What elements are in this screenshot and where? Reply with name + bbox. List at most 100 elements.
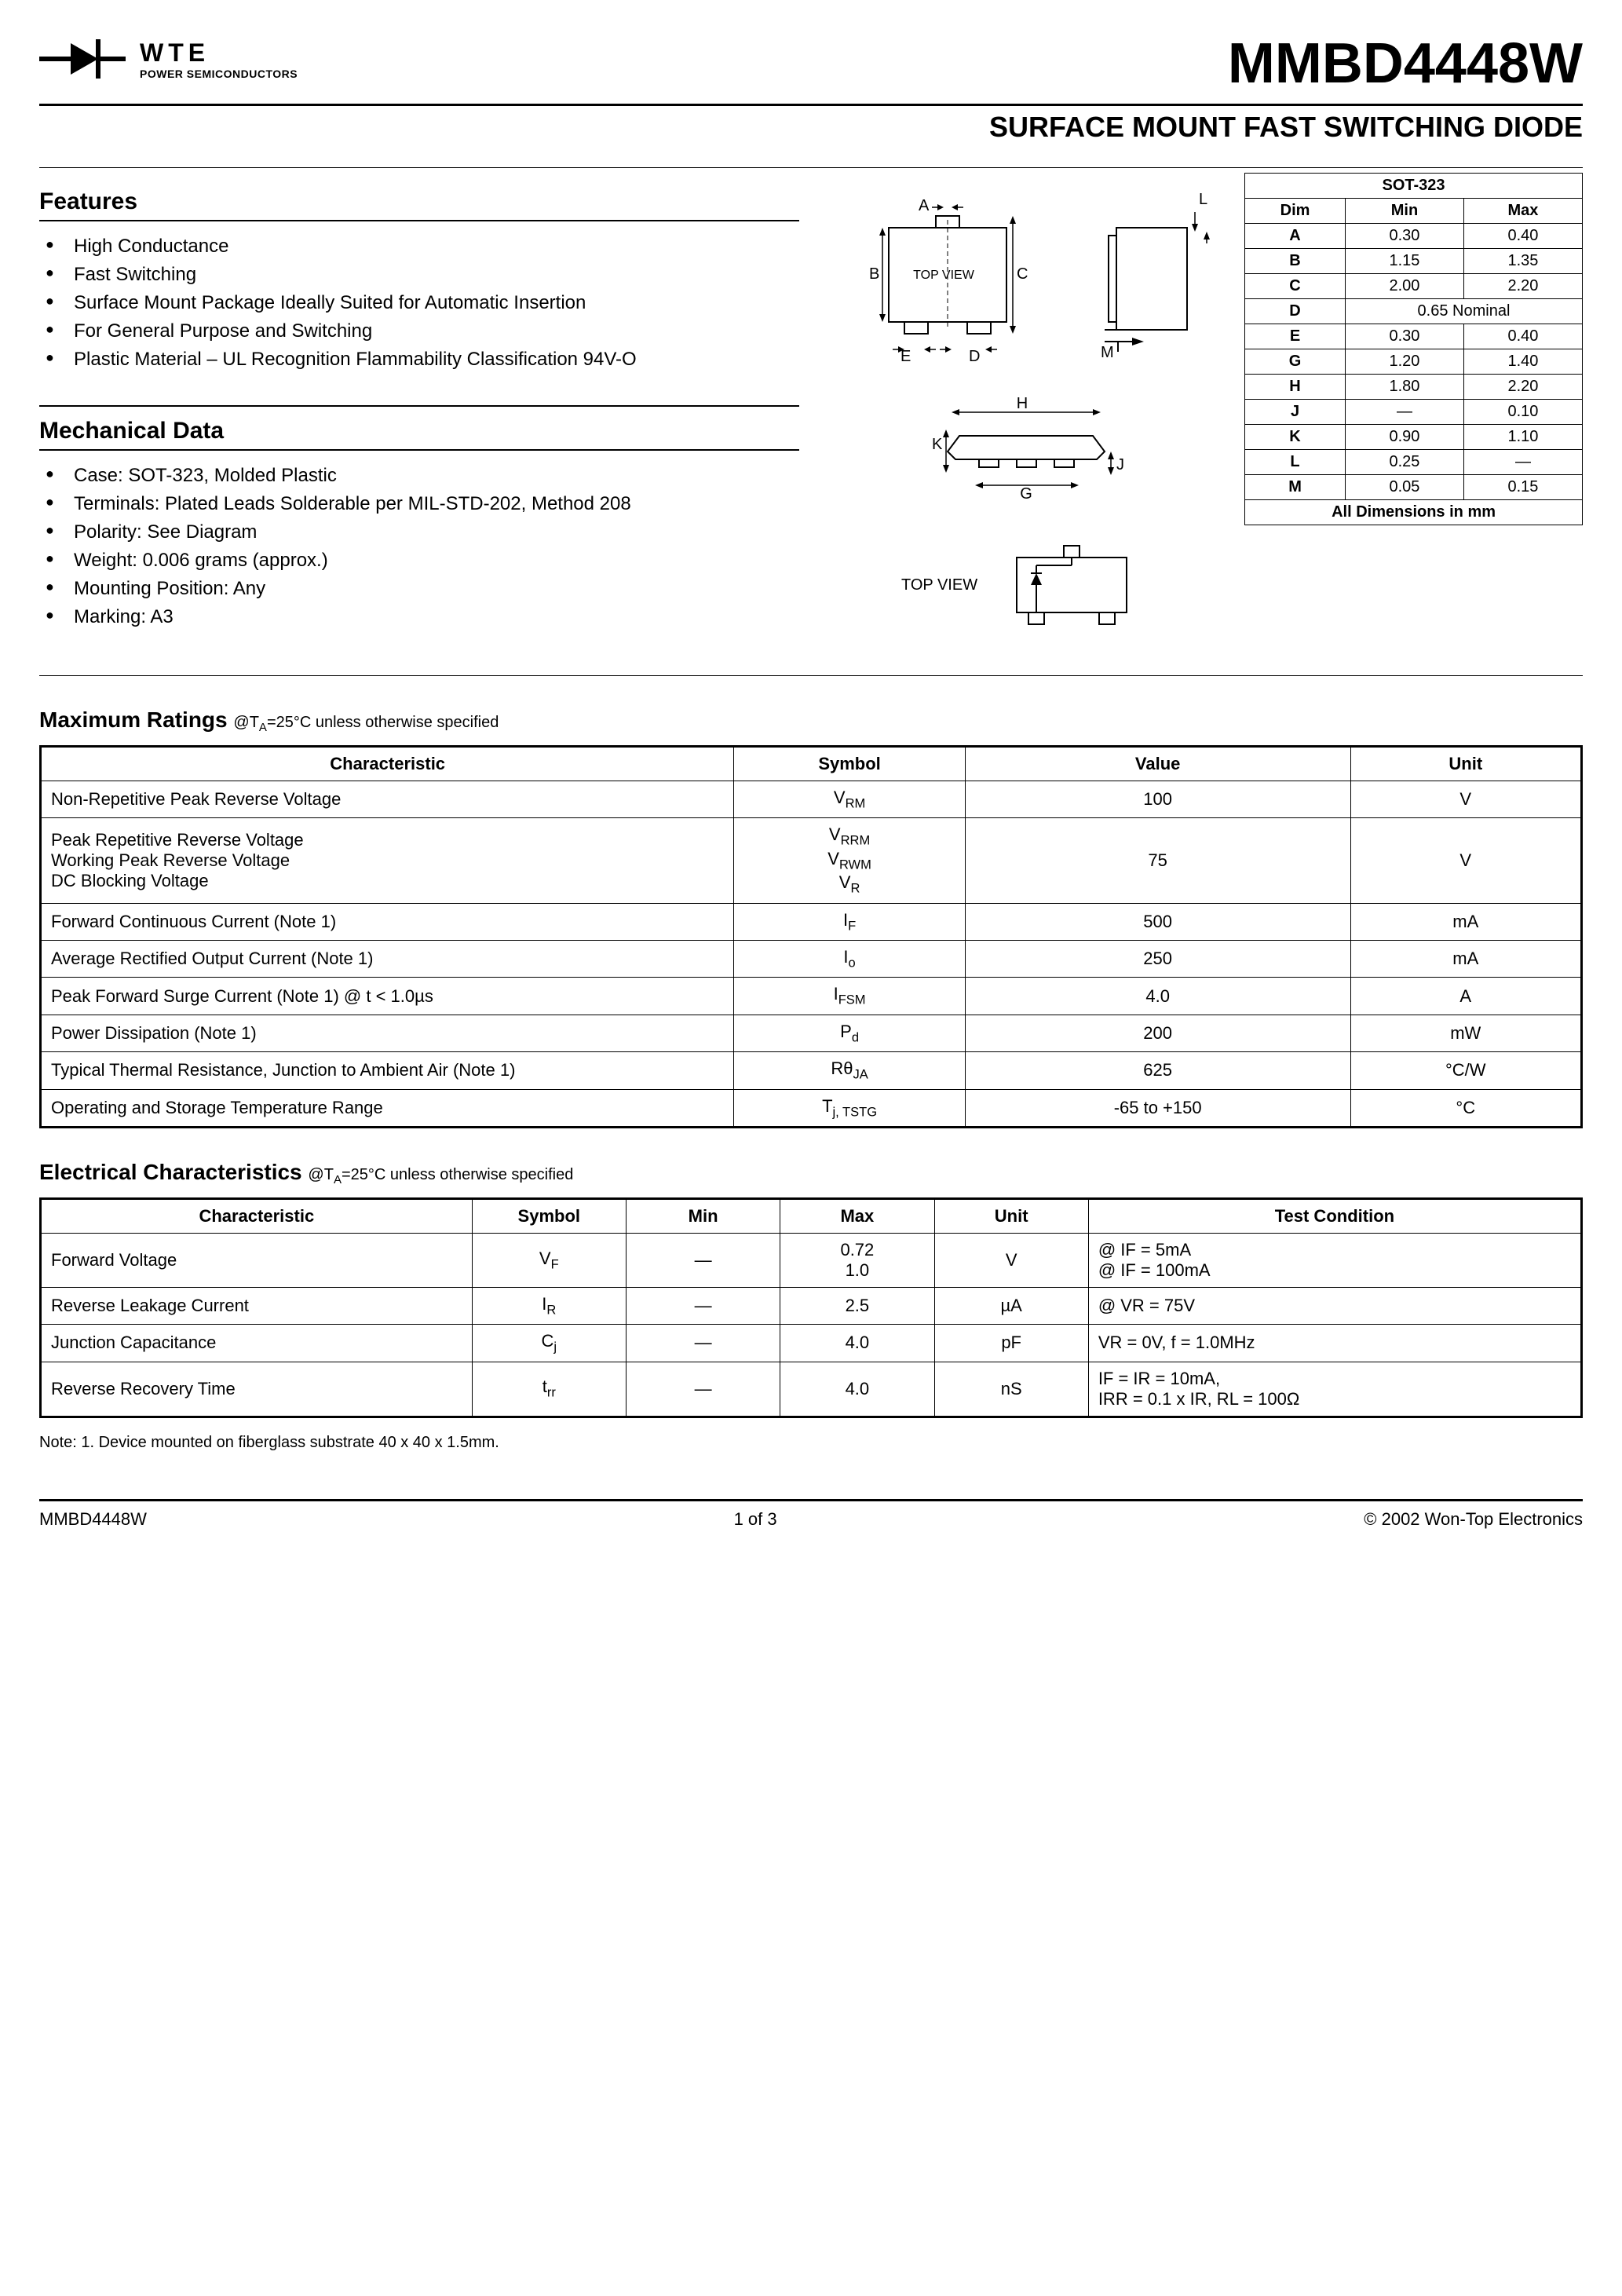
max-ratings-top-rule	[39, 675, 1583, 676]
svg-text:G: G	[1020, 485, 1032, 503]
max-ratings-heading: Maximum Ratings @TA=25°C unless otherwis…	[39, 707, 1583, 734]
table-header: Characteristic	[41, 747, 734, 781]
logo-company: WTE	[140, 38, 298, 68]
table-row: M0.050.15	[1245, 475, 1583, 500]
dims-header: Max	[1463, 199, 1582, 224]
diode-logo-icon	[39, 31, 133, 86]
diagram-row-1: A B C TOP VIEW E D	[826, 173, 1226, 377]
list-item: Plastic Material – UL Recognition Flamma…	[46, 345, 799, 374]
svg-text:C: C	[1017, 265, 1028, 283]
svg-text:K: K	[932, 436, 943, 453]
max-ratings-condition: @TA=25°C unless otherwise specified	[233, 714, 499, 731]
mechanical-title: Mechanical Data	[39, 418, 799, 444]
mechanical-list: Case: SOT-323, Molded Plastic Terminals:…	[39, 462, 799, 631]
table-header: Value	[965, 747, 1350, 781]
table-header: Symbol	[472, 1198, 626, 1233]
footer: MMBD4448W 1 of 3 © 2002 Won-Top Electron…	[39, 1509, 1583, 1530]
table-row: H1.802.20	[1245, 375, 1583, 400]
table-header: Unit	[934, 1198, 1088, 1233]
footer-right: © 2002 Won-Top Electronics	[1364, 1509, 1583, 1530]
dimensions-table: SOT-323 Dim Min Max A0.300.40B1.151.35C2…	[1244, 173, 1583, 525]
svg-text:D: D	[969, 348, 980, 365]
electrical-table: Characteristic Symbol Min Max Unit Test …	[39, 1197, 1583, 1418]
list-item: For General Purpose and Switching	[46, 317, 799, 345]
main-columns: Features High Conductance Fast Switching…	[39, 173, 1583, 636]
schematic-top-view-label: TOP VIEW	[901, 576, 977, 594]
footer-center: 1 of 3	[734, 1509, 777, 1530]
dimensions-table-container: SOT-323 Dim Min Max A0.300.40B1.151.35C2…	[1244, 173, 1583, 636]
list-item: Weight: 0.006 grams (approx.)	[46, 547, 799, 575]
table-row: A0.300.40	[1245, 224, 1583, 249]
diagrams: A B C TOP VIEW E D	[823, 173, 1229, 636]
mechanical-top-rule	[39, 405, 799, 407]
table-row: B1.151.35	[1245, 249, 1583, 274]
list-item: Case: SOT-323, Molded Plastic	[46, 462, 799, 490]
table-row: E0.300.40	[1245, 324, 1583, 349]
list-item: Surface Mount Package Ideally Suited for…	[46, 289, 799, 317]
logo: WTE POWER SEMICONDUCTORS	[39, 31, 298, 86]
table-row: C2.002.20	[1245, 274, 1583, 299]
footnote: Note: 1. Device mounted on fiberglass su…	[39, 1434, 1583, 1452]
part-number: MMBD4448W	[1228, 31, 1583, 96]
list-item: Mounting Position: Any	[46, 575, 799, 603]
dims-footer: All Dimensions in mm	[1245, 500, 1583, 525]
table-row: Peak Repetitive Reverse VoltageWorking P…	[41, 818, 1582, 903]
table-row: Junction CapacitanceCj—4.0pFVR = 0V, f =…	[41, 1325, 1582, 1362]
table-header: Characteristic	[41, 1198, 473, 1233]
max-ratings-table: Characteristic Symbol Value Unit Non-Rep…	[39, 745, 1583, 1128]
svg-text:J: J	[1116, 456, 1124, 473]
list-item: Fast Switching	[46, 261, 799, 289]
svg-text:A: A	[919, 197, 930, 214]
package-top-view-diagram: A B C TOP VIEW E D	[826, 173, 1061, 377]
table-row: Average Rectified Output Current (Note 1…	[41, 940, 1582, 977]
dims-title: SOT-323	[1245, 174, 1583, 199]
features-title: Features	[39, 188, 799, 215]
package-schematic-diagram	[993, 534, 1150, 636]
table-row: Forward Continuous Current (Note 1)IF500…	[41, 903, 1582, 940]
table-row: Typical Thermal Resistance, Junction to …	[41, 1052, 1582, 1089]
svg-text:B: B	[869, 265, 879, 283]
max-ratings-title: Maximum Ratings	[39, 707, 228, 732]
electrical-condition: @TA=25°C unless otherwise specified	[308, 1166, 573, 1183]
table-row: Operating and Storage Temperature RangeT…	[41, 1089, 1582, 1127]
mechanical-rule	[39, 449, 799, 451]
top-view-label: TOP VIEW	[913, 269, 975, 282]
package-side-view-diagram: L M	[1085, 173, 1226, 377]
features-rule	[39, 220, 799, 221]
subtitle-rule	[39, 167, 1583, 168]
table-row: J—0.10	[1245, 400, 1583, 425]
table-header: Min	[626, 1198, 780, 1233]
left-column: Features High Conductance Fast Switching…	[39, 173, 799, 636]
svg-text:M: M	[1101, 344, 1114, 361]
table-row: Peak Forward Surge Current (Note 1) @ t …	[41, 978, 1582, 1015]
svg-text:L: L	[1199, 191, 1207, 208]
dims-header: Min	[1345, 199, 1463, 224]
list-item: Terminals: Plated Leads Solderable per M…	[46, 490, 799, 518]
table-header: Unit	[1350, 747, 1581, 781]
table-header: Test Condition	[1088, 1198, 1581, 1233]
table-row: D0.65 Nominal	[1245, 299, 1583, 324]
table-row: Non-Repetitive Peak Reverse VoltageVRM10…	[41, 781, 1582, 818]
logo-tagline: POWER SEMICONDUCTORS	[140, 68, 298, 80]
svg-text:H: H	[1016, 395, 1027, 412]
table-row: G1.201.40	[1245, 349, 1583, 375]
table-header: Symbol	[734, 747, 965, 781]
header-rule	[39, 104, 1583, 106]
table-row: L0.25—	[1245, 450, 1583, 475]
list-item: High Conductance	[46, 232, 799, 261]
table-row: Reverse Leakage CurrentIR—2.5µA@ VR = 75…	[41, 1287, 1582, 1324]
table-header: Max	[780, 1198, 934, 1233]
table-row: Reverse Recovery Timetrr—4.0nSIF = IR = …	[41, 1362, 1582, 1417]
table-row: Forward VoltageVF—0.721.0V@ IF = 5mA@ IF…	[41, 1233, 1582, 1287]
logo-text: WTE POWER SEMICONDUCTORS	[140, 38, 298, 80]
electrical-title: Electrical Characteristics	[39, 1160, 302, 1184]
features-list: High Conductance Fast Switching Surface …	[39, 232, 799, 374]
dims-header: Dim	[1245, 199, 1346, 224]
list-item: Marking: A3	[46, 603, 799, 631]
electrical-heading: Electrical Characteristics @TA=25°C unle…	[39, 1160, 1583, 1186]
package-profile-diagram: H K J G	[901, 393, 1152, 518]
subtitle: SURFACE MOUNT FAST SWITCHING DIODE	[39, 111, 1583, 144]
footer-left: MMBD4448W	[39, 1509, 147, 1530]
footer-rule	[39, 1499, 1583, 1501]
table-row: K0.901.10	[1245, 425, 1583, 450]
